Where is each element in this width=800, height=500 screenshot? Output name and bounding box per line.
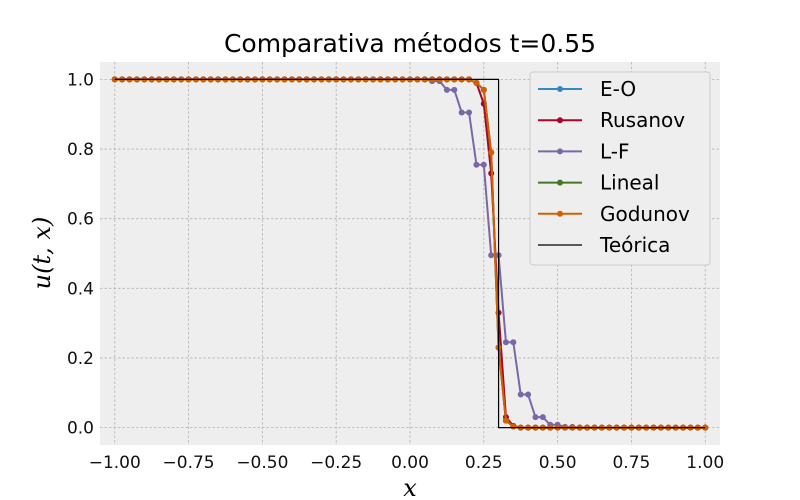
data-point-l-f <box>458 109 465 116</box>
y-tick-label: 0.6 <box>67 210 94 230</box>
x-tick-label: 0.25 <box>465 453 503 473</box>
y-tick-label: 0.2 <box>67 349 94 369</box>
data-point-godunov <box>510 423 517 430</box>
y-axis-label: u(t, x) <box>28 217 56 290</box>
legend: E-O Rusanov L-F Lineal Godunov Teórica <box>529 71 711 266</box>
data-point-l-f <box>473 161 480 168</box>
legend-label-lineal: Lineal <box>600 171 660 195</box>
x-tick-label: 0.00 <box>391 453 429 473</box>
x-tick-label: 1.00 <box>686 453 724 473</box>
legend-marker-lineal <box>557 179 563 186</box>
legend-marker-rusanov <box>557 117 563 124</box>
x-axis-label: x <box>403 474 417 500</box>
x-tick-label: −0.50 <box>236 453 288 473</box>
x-axis: −1.00 −0.75 −0.50 −0.25 0.00 0.25 0.50 0.75 1.00 <box>89 453 724 473</box>
legend-marker-l-f <box>557 148 563 155</box>
data-point-l-f <box>532 414 539 421</box>
x-tick-label: −0.75 <box>163 453 215 473</box>
data-point-l-f <box>443 86 450 93</box>
x-tick-label: 0.50 <box>539 453 577 473</box>
data-point-godunov <box>473 79 480 86</box>
data-point-godunov <box>502 417 509 424</box>
legend-label-rusanov: Rusanov <box>600 108 685 132</box>
data-point-godunov <box>480 86 487 93</box>
legend-label-te-rica: Teórica <box>599 233 670 257</box>
x-tick-label: −0.25 <box>310 453 362 473</box>
series-line-te-rica <box>114 78 706 429</box>
series-te-rica <box>114 78 706 429</box>
data-point-l-f <box>466 109 473 116</box>
legend-label-e-o: E-O <box>600 77 636 101</box>
data-point-l-f <box>525 391 532 398</box>
y-tick-label: 0.0 <box>67 419 94 439</box>
data-point-l-f <box>488 252 495 259</box>
data-point-l-f <box>480 161 487 168</box>
x-tick-label: −1.00 <box>89 453 141 473</box>
y-tick-label: 1.0 <box>67 70 94 90</box>
series-layer <box>111 76 709 431</box>
legend-marker-godunov <box>557 210 563 217</box>
y-axis: 0.0 0.2 0.4 0.6 0.8 1.0 <box>67 70 94 438</box>
data-point-l-f <box>539 414 546 421</box>
data-point-l-f <box>517 391 524 398</box>
y-tick-label: 0.4 <box>67 279 94 299</box>
legend-label-godunov: Godunov <box>600 202 690 226</box>
chart-title: Comparativa métodos t=0.55 <box>224 29 596 58</box>
y-tick-label: 0.8 <box>67 140 94 160</box>
legend-label-l-f: L-F <box>600 139 630 163</box>
x-tick-label: 0.75 <box>612 453 650 473</box>
data-point-l-f <box>451 86 458 93</box>
legend-marker-e-o <box>557 86 563 92</box>
data-point-l-f <box>502 339 509 346</box>
data-point-l-f <box>510 339 517 346</box>
data-point-godunov <box>488 149 495 156</box>
